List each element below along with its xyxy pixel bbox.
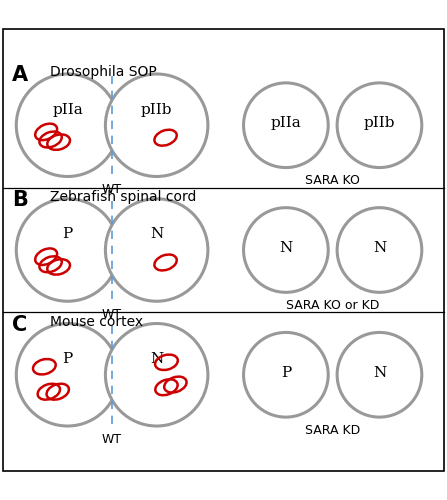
- Text: P: P: [63, 352, 73, 366]
- Text: pIIb: pIIb: [364, 116, 395, 130]
- Text: C: C: [12, 314, 27, 334]
- Circle shape: [105, 74, 208, 176]
- Text: Drosophila SOP: Drosophila SOP: [50, 65, 156, 79]
- Text: P: P: [63, 228, 73, 241]
- Text: SARA KO or KD: SARA KO or KD: [286, 299, 380, 312]
- Circle shape: [105, 199, 208, 301]
- Circle shape: [16, 74, 119, 176]
- Text: N: N: [150, 352, 163, 366]
- Text: B: B: [12, 190, 28, 210]
- Text: pIIa: pIIa: [270, 116, 301, 130]
- Circle shape: [16, 324, 119, 426]
- Text: N: N: [150, 228, 163, 241]
- Circle shape: [105, 324, 208, 426]
- Text: A: A: [12, 65, 28, 85]
- Circle shape: [337, 332, 422, 417]
- Text: WT: WT: [102, 308, 122, 321]
- Text: Mouse cortex: Mouse cortex: [50, 314, 143, 328]
- Text: pIIa: pIIa: [52, 102, 83, 117]
- Text: SARA KD: SARA KD: [305, 424, 360, 437]
- Text: WT: WT: [102, 183, 122, 196]
- Text: N: N: [279, 241, 292, 255]
- Circle shape: [244, 332, 328, 417]
- Text: SARA KO: SARA KO: [305, 174, 360, 187]
- Circle shape: [337, 208, 422, 292]
- Text: N: N: [373, 241, 386, 255]
- Text: P: P: [281, 366, 291, 380]
- Circle shape: [244, 83, 328, 168]
- Text: Zebrafish spinal cord: Zebrafish spinal cord: [50, 190, 196, 204]
- Text: N: N: [373, 366, 386, 380]
- Circle shape: [337, 83, 422, 168]
- Text: pIIb: pIIb: [141, 102, 173, 117]
- Circle shape: [244, 208, 328, 292]
- Circle shape: [16, 199, 119, 301]
- Text: WT: WT: [102, 432, 122, 446]
